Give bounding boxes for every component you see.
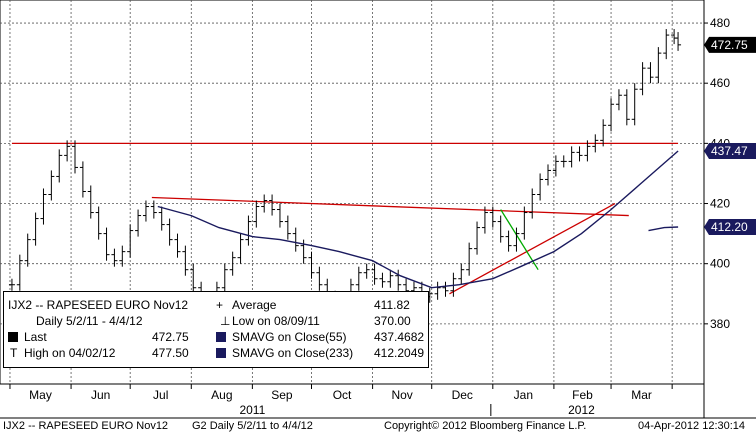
year-label: 2011 bbox=[239, 403, 265, 417]
legend-high-value: 477.50 bbox=[152, 346, 189, 360]
y-tick-label: 480 bbox=[710, 16, 730, 30]
y-tick-label: 420 bbox=[710, 197, 730, 211]
legend-average-label: Average bbox=[232, 298, 277, 312]
price-tag-label: 412.20 bbox=[711, 220, 748, 234]
price-tag bbox=[704, 36, 756, 53]
footer: IJX2 -- RAPESEED EURO Nov12 G2 Daily 5/2… bbox=[0, 418, 756, 436]
legend-ticker: IJX2 -- RAPESEED EURO Nov12 bbox=[8, 298, 189, 312]
legend-last-value: 472.75 bbox=[152, 330, 189, 344]
x-tick-label: Aug bbox=[211, 388, 232, 402]
legend-last-swatch-icon bbox=[8, 330, 18, 345]
x-tick-label: Feb bbox=[572, 388, 593, 402]
trendline-uptrend-line bbox=[449, 202, 616, 295]
legend-low-icon: ⊥ bbox=[220, 314, 231, 328]
price-tag bbox=[704, 218, 756, 235]
legend-sma233-label: SMAVG on Close(233) bbox=[232, 346, 354, 360]
footer-range: G2 Daily 5/2/11 to 4/4/12 bbox=[192, 420, 313, 432]
x-tick-label: Mar bbox=[631, 388, 652, 402]
legend-average-icon: + bbox=[216, 298, 224, 312]
legend-low-label: Low on 08/09/11 bbox=[232, 314, 320, 328]
legend-range: Daily 5/2/11 - 4/4/12 bbox=[36, 314, 143, 328]
y-tick-label: 380 bbox=[710, 317, 730, 331]
x-tick-label: Dec bbox=[452, 388, 473, 402]
x-tick-label: Jul bbox=[153, 388, 168, 402]
legend-sma55-swatch-icon bbox=[216, 330, 226, 345]
footer-copyright: Copyright© 2012 Bloomberg Finance L.P. bbox=[384, 420, 587, 432]
y-tick-label: 400 bbox=[710, 257, 730, 271]
series-line-smavg-on-close-233- bbox=[648, 226, 679, 232]
legend-sma55-label: SMAVG on Close(55) bbox=[232, 330, 347, 344]
legend-sma233-swatch-icon bbox=[216, 346, 226, 361]
x-tick-label: Sep bbox=[271, 388, 293, 402]
legend: IJX2 -- RAPESEED EURO Nov12 + Average 41… bbox=[3, 291, 429, 368]
price-tag-label: 472.75 bbox=[711, 38, 748, 52]
y-tick-label: 460 bbox=[710, 76, 730, 90]
footer-ticker: IJX2 -- RAPESEED EURO Nov12 bbox=[3, 420, 169, 432]
x-tick-label: Jun bbox=[91, 388, 110, 402]
footer-date: 04-Apr-2012 12:30:14 bbox=[638, 420, 746, 432]
series-line-smavg-on-close-55- bbox=[157, 150, 679, 289]
price-tag-label: 437.47 bbox=[711, 144, 748, 158]
legend-low-value: 370.00 bbox=[374, 314, 411, 328]
x-tick-label: Oct bbox=[333, 388, 352, 402]
x-tick-label: Nov bbox=[391, 388, 412, 402]
x-tick-label: Jan bbox=[514, 388, 533, 402]
legend-sma55-value: 437.4682 bbox=[374, 330, 425, 344]
trendline-correction-line bbox=[500, 209, 539, 271]
legend-average-value: 411.82 bbox=[374, 298, 410, 312]
year-label: 2012 bbox=[568, 403, 595, 417]
legend-high-label: High on 04/02/12 bbox=[24, 346, 116, 360]
legend-sma233-value: 412.2049 bbox=[374, 346, 425, 360]
legend-last-label: Last bbox=[24, 330, 47, 344]
legend-high-icon: T bbox=[10, 346, 18, 360]
price-tag bbox=[704, 142, 756, 159]
trendline-downtrend-line bbox=[151, 196, 629, 217]
x-tick-label: May bbox=[29, 388, 52, 402]
